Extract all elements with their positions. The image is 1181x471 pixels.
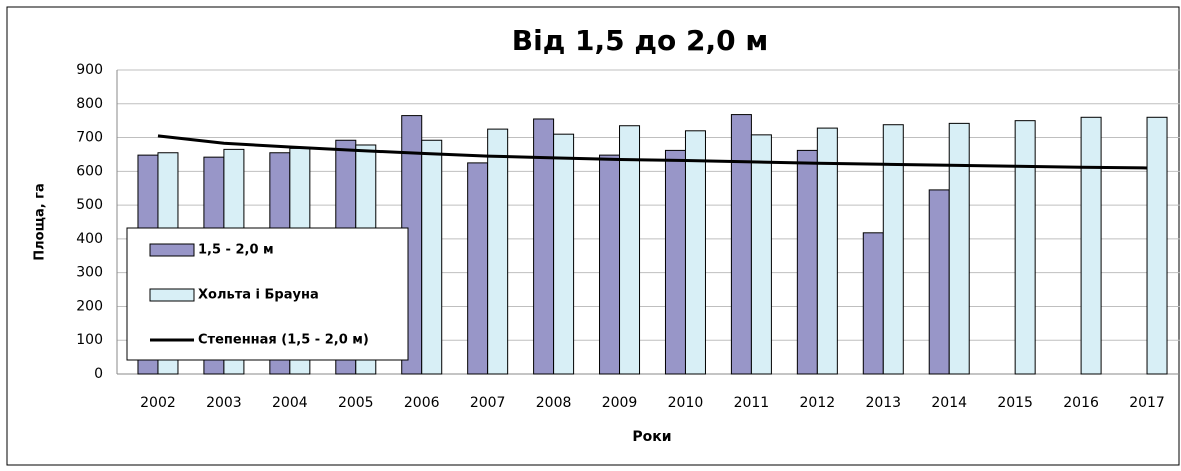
- x-tick-label: 2009: [602, 395, 638, 411]
- bar: [684, 130, 706, 375]
- bar: [730, 114, 752, 375]
- bar: [664, 149, 686, 375]
- bar: [862, 232, 884, 375]
- x-tick-label: 2017: [1129, 395, 1165, 411]
- y-tick-label: 500: [76, 197, 103, 213]
- bar: [487, 128, 509, 375]
- y-axis-title: Площа, га: [33, 183, 48, 261]
- y-tick-label: 300: [76, 265, 103, 281]
- y-tick-label: 900: [76, 62, 103, 78]
- y-tick-label: 800: [76, 96, 103, 112]
- x-tick-label: 2016: [1063, 395, 1099, 411]
- y-tick-label: 200: [76, 298, 103, 314]
- bar: [882, 124, 904, 375]
- y-tick-label: 600: [76, 163, 103, 179]
- bar: [750, 134, 772, 375]
- y-tick-label: 0: [94, 366, 103, 382]
- x-tick-label: 2008: [536, 395, 572, 411]
- bar: [1146, 116, 1168, 375]
- x-tick-label: 2002: [140, 395, 176, 411]
- bar: [421, 139, 443, 375]
- trend-line: [157, 134, 1148, 170]
- bar: [619, 125, 641, 375]
- x-tick-label: 2010: [668, 395, 704, 411]
- y-tick-label: 100: [76, 332, 103, 348]
- x-axis-title: Роки: [632, 429, 671, 445]
- bar: [948, 122, 970, 375]
- x-tick-label: 2007: [470, 395, 506, 411]
- x-tick-label: 2003: [206, 395, 242, 411]
- bar: [599, 154, 621, 375]
- y-tick-label: 700: [76, 130, 103, 146]
- bar: [816, 127, 838, 375]
- bar: [467, 162, 489, 375]
- bar: [1014, 120, 1036, 375]
- x-tick-label: 2006: [404, 395, 440, 411]
- chart-title: Від 1,5 до 2,0 м: [512, 24, 768, 57]
- legend-label: Хольта і Брауна: [198, 288, 319, 303]
- bar: [796, 149, 818, 375]
- bar: [553, 133, 575, 375]
- y-tick-label: 400: [76, 231, 103, 247]
- legend-swatch: [149, 288, 195, 302]
- legend-swatch: [149, 243, 195, 257]
- x-tick-label: 2012: [800, 395, 836, 411]
- x-tick-label: 2005: [338, 395, 374, 411]
- legend-label: Степенная (1,5 - 2,0 м): [198, 333, 369, 348]
- x-tick-label: 2015: [997, 395, 1033, 411]
- bar: [1080, 116, 1102, 375]
- bar: [928, 189, 950, 375]
- x-tick-label: 2011: [734, 395, 770, 411]
- x-tick-label: 2013: [865, 395, 901, 411]
- x-tick-label: 2004: [272, 395, 308, 411]
- x-tick-label: 2014: [931, 395, 967, 411]
- legend-label: 1,5 - 2,0 м: [198, 243, 274, 258]
